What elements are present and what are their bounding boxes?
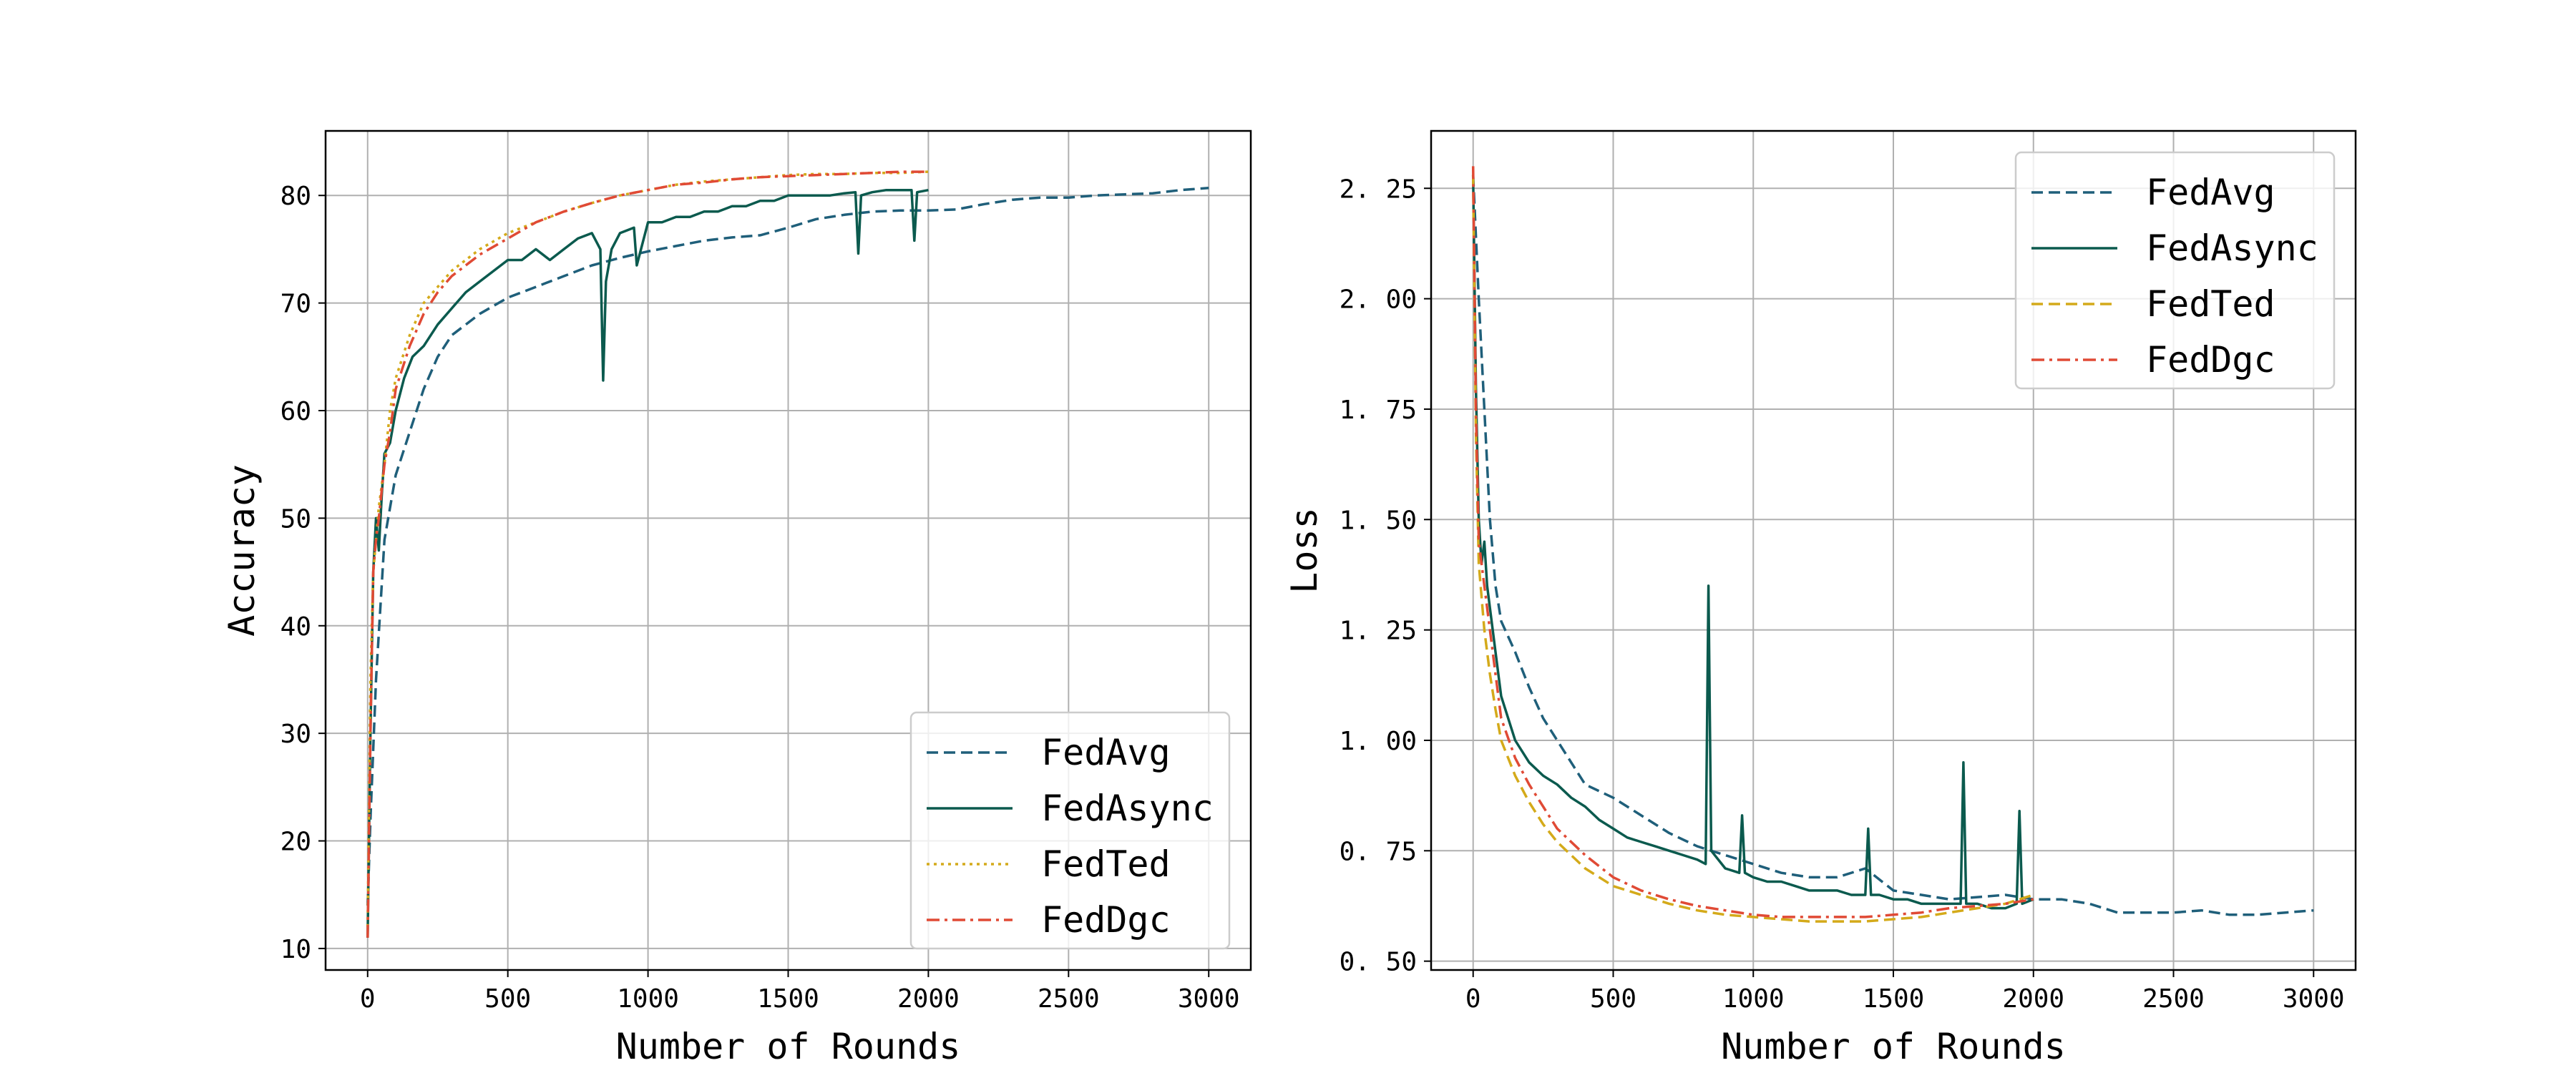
loss-y-tick-label: 1. 50 bbox=[1340, 506, 1417, 535]
accuracy-y-tick-label: 60 bbox=[280, 397, 311, 426]
loss-x-tick-label: 2000 bbox=[2002, 984, 2064, 1014]
loss-x-tick-label: 3000 bbox=[2283, 984, 2345, 1014]
loss-y-tick-label: 0. 50 bbox=[1340, 948, 1417, 977]
accuracy-legend-label-fedted: FedTed bbox=[1041, 843, 1171, 885]
accuracy-legend-box bbox=[909, 711, 1231, 950]
accuracy-legend-label-fedavg: FedAvg bbox=[1041, 732, 1171, 773]
loss-x-axis-label: Number of Rounds bbox=[1721, 1026, 2066, 1067]
loss-legend-label-fedted: FedTed bbox=[2146, 283, 2275, 325]
accuracy-legend: FedAvg FedAsync FedTed FedDgc bbox=[909, 711, 1231, 950]
accuracy-y-tick-label: 50 bbox=[280, 504, 311, 534]
loss-legend: FedAvg FedAsync FedTed FedDgc bbox=[2014, 151, 2336, 390]
accuracy-y-tick-label: 20 bbox=[280, 828, 311, 857]
loss-series-fedavg bbox=[1471, 175, 2314, 916]
accuracy-legend-label-feddgc: FedDgc bbox=[1041, 899, 1171, 941]
accuracy-x-tick-label: 2500 bbox=[1038, 984, 1100, 1014]
accuracy-ticks: 0 500 1000 1500 2000 2500 3000 10 20 30 40 50 60 70 80 bbox=[280, 182, 1240, 1014]
loss-series-group bbox=[1471, 166, 2314, 923]
accuracy-series-fedasync bbox=[366, 188, 929, 938]
accuracy-y-tick-label: 30 bbox=[280, 720, 311, 749]
accuracy-y-tick-label: 80 bbox=[280, 182, 311, 211]
loss-y-tick-label: 1. 75 bbox=[1340, 396, 1417, 425]
accuracy-y-tick-label: 40 bbox=[280, 612, 311, 642]
loss-y-tick-label: 2. 25 bbox=[1340, 175, 1417, 204]
accuracy-series-feddgc bbox=[366, 170, 929, 938]
accuracy-series-fedavg bbox=[366, 186, 1209, 906]
loss-x-tick-label: 2500 bbox=[2142, 984, 2205, 1014]
loss-x-tick-label: 500 bbox=[1590, 984, 1636, 1014]
loss-y-tick-label: 2. 00 bbox=[1340, 285, 1417, 315]
loss-ticks: 0 500 1000 1500 2000 2500 3000 0. 50 0. 75 1. 00 1… bbox=[1340, 175, 2345, 1014]
accuracy-series-group bbox=[366, 170, 1209, 938]
loss-series-fedasync bbox=[1471, 175, 2034, 910]
loss-y-tick-label: 1. 00 bbox=[1340, 727, 1417, 756]
loss-panel: 0 500 1000 1500 2000 2500 3000 0. 50 0. 75 1. 00 1… bbox=[1284, 129, 2357, 1067]
loss-x-tick-label: 1500 bbox=[1863, 984, 1925, 1014]
loss-y-tick-label: 0. 75 bbox=[1340, 837, 1417, 866]
accuracy-y-tick-label: 10 bbox=[280, 935, 311, 964]
accuracy-y-axis-label: Accuracy bbox=[221, 464, 263, 637]
accuracy-panel: 0 500 1000 1500 2000 2500 3000 10 20 30 40 50 60 70 80… bbox=[221, 129, 1252, 1067]
loss-x-tick-label: 0 bbox=[1465, 984, 1481, 1014]
accuracy-legend-label-fedasync: FedAsync bbox=[1041, 788, 1214, 829]
loss-x-tick-label: 1000 bbox=[1722, 984, 1785, 1014]
loss-y-tick-label: 1. 25 bbox=[1340, 617, 1417, 646]
loss-legend-label-fedasync: FedAsync bbox=[2146, 227, 2318, 269]
loss-y-axis-label: Loss bbox=[1284, 507, 1325, 593]
accuracy-x-tick-label: 3000 bbox=[1178, 984, 1240, 1014]
accuracy-x-tick-label: 2000 bbox=[897, 984, 960, 1014]
accuracy-x-tick-label: 1000 bbox=[617, 984, 679, 1014]
loss-legend-box bbox=[2014, 151, 2336, 390]
accuracy-y-tick-label: 70 bbox=[280, 290, 311, 319]
loss-legend-label-feddgc: FedDgc bbox=[2146, 339, 2275, 381]
accuracy-x-tick-label: 500 bbox=[484, 984, 531, 1014]
accuracy-x-axis-label: Number of Rounds bbox=[616, 1026, 961, 1067]
loss-legend-label-fedavg: FedAvg bbox=[2146, 172, 2275, 213]
accuracy-x-tick-label: 1500 bbox=[757, 984, 819, 1014]
loss-series-fedted bbox=[1471, 175, 2034, 923]
accuracy-x-tick-label: 0 bbox=[360, 984, 376, 1014]
